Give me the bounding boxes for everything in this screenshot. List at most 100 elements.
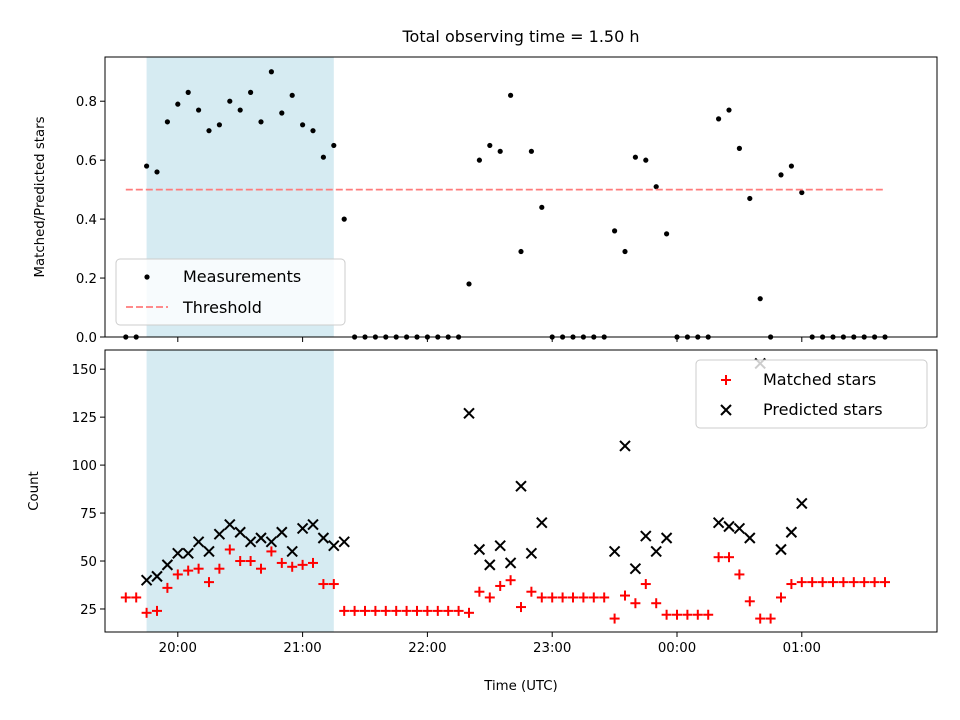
- ratio-point: [196, 107, 202, 113]
- y-tick-label: 125: [72, 411, 97, 426]
- legend-label-threshold: Threshold: [182, 298, 262, 317]
- ratio-point: [206, 128, 212, 134]
- matched-star-point: [578, 592, 589, 603]
- matched-star-point: [453, 605, 464, 616]
- matched-star-point: [380, 605, 391, 616]
- matched-star-point: [536, 592, 547, 603]
- bottom-y-axis-ticks: 25 50 75 100 125 150: [72, 363, 105, 618]
- ratio-point: [622, 248, 628, 255]
- matched-star-point: [859, 577, 870, 588]
- ratio-point: [279, 110, 285, 116]
- ratio-point: [331, 142, 337, 149]
- matched-star-point: [880, 577, 890, 588]
- predicted-star-point: [733, 522, 746, 535]
- observing-window-shade: [146, 350, 334, 632]
- matched-star-point: [869, 577, 880, 588]
- predicted-star-point: [536, 516, 548, 529]
- ratio-point: [716, 116, 722, 122]
- predicted-star-point: [213, 528, 226, 540]
- predicted-star-point: [244, 536, 257, 548]
- matched-star-point: [245, 556, 256, 567]
- matched-star-point: [349, 605, 360, 616]
- matched-star-point: [516, 602, 526, 613]
- matched-star-point: [328, 579, 339, 590]
- x-tick-label: 01:00: [783, 641, 821, 656]
- matched-star-point: [557, 592, 568, 603]
- ratio-point: [216, 122, 222, 128]
- predicted-star-point: [286, 545, 298, 558]
- predicted-star-point: [224, 518, 236, 531]
- matched-star-point: [432, 605, 443, 616]
- matched-star-point: [360, 605, 370, 616]
- matched-star-point: [276, 557, 287, 568]
- matched-star-point: [256, 563, 266, 574]
- star-count-points: [120, 357, 890, 624]
- bottom-y-axis-label: Count: [27, 471, 42, 511]
- ratio-point: [164, 119, 170, 125]
- ratio-point: [736, 145, 743, 151]
- predicted-star-point: [140, 574, 153, 586]
- matched-star-point: [204, 577, 214, 588]
- ratio-point: [788, 163, 795, 169]
- matched-star-point: [640, 579, 651, 590]
- ratio-point: [487, 142, 493, 149]
- bottom-panel-star-counts: 25 50 75 100 125 150 20:00 21:00 22:00 23:00 00:0…: [27, 349, 938, 694]
- matched-star-point: [744, 596, 755, 607]
- ratio-point: [310, 128, 316, 134]
- predicted-star-point: [255, 532, 267, 544]
- matched-star-point: [661, 609, 672, 620]
- ratio-point: [300, 122, 306, 128]
- y-tick-label: 0.6: [76, 154, 97, 169]
- predicted-star-point: [338, 536, 350, 548]
- predicted-star-point: [494, 539, 506, 552]
- matched-star-point: [172, 569, 183, 580]
- ratio-point: [508, 92, 514, 98]
- matched-star-point: [848, 577, 859, 588]
- y-tick-label: 75: [80, 507, 97, 522]
- predicted-star-point: [182, 547, 194, 560]
- legend-x-marker: [720, 404, 732, 416]
- predicted-star-point: [203, 545, 215, 558]
- matched-star-point: [630, 598, 641, 609]
- matched-star-point: [682, 609, 693, 620]
- matched-star-point: [370, 605, 381, 616]
- predicted-star-point: [317, 532, 330, 544]
- ratio-point: [612, 228, 618, 234]
- ratio-point: [778, 172, 784, 178]
- predicted-star-point: [640, 530, 652, 542]
- matched-star-point: [796, 577, 807, 588]
- matched-star-point: [568, 592, 578, 603]
- matched-star-point: [495, 580, 506, 591]
- top-y-axis-ticks: 0.0 0.2 0.4 0.6 0.8: [76, 95, 105, 346]
- predicted-star-point: [515, 480, 527, 492]
- y-tick-label: 0.2: [76, 272, 97, 287]
- matched-star-point: [526, 586, 537, 597]
- matched-star-point: [703, 609, 714, 620]
- predicted-star-point: [744, 532, 756, 544]
- matched-star-point: [401, 605, 412, 616]
- ratio-point: [747, 195, 753, 202]
- matched-star-point: [672, 609, 682, 620]
- x-tick-label: 22:00: [408, 641, 446, 656]
- ratio-point: [643, 157, 649, 163]
- y-tick-label: 150: [72, 363, 97, 378]
- ratio-point: [799, 189, 805, 196]
- legend-label-measurements: Measurements: [183, 267, 301, 286]
- matched-star-point: [308, 557, 318, 568]
- predicted-star-point: [151, 570, 163, 583]
- matched-star-point: [838, 577, 849, 588]
- predicted-star-point: [650, 545, 662, 558]
- matched-star-point: [807, 577, 818, 588]
- legend-dot-marker: [144, 274, 150, 280]
- y-tick-label: 0.8: [76, 95, 97, 110]
- predicted-star-point: [660, 532, 673, 544]
- matched-star-point: [505, 575, 516, 586]
- predicted-star-point: [484, 559, 496, 571]
- x-tick-label: 00:00: [658, 641, 696, 656]
- ratio-point: [518, 248, 524, 255]
- legend-plus-marker: [721, 375, 731, 385]
- predicted-star-point: [796, 497, 808, 510]
- matched-star-point: [193, 563, 204, 574]
- predicted-star-point: [504, 557, 517, 569]
